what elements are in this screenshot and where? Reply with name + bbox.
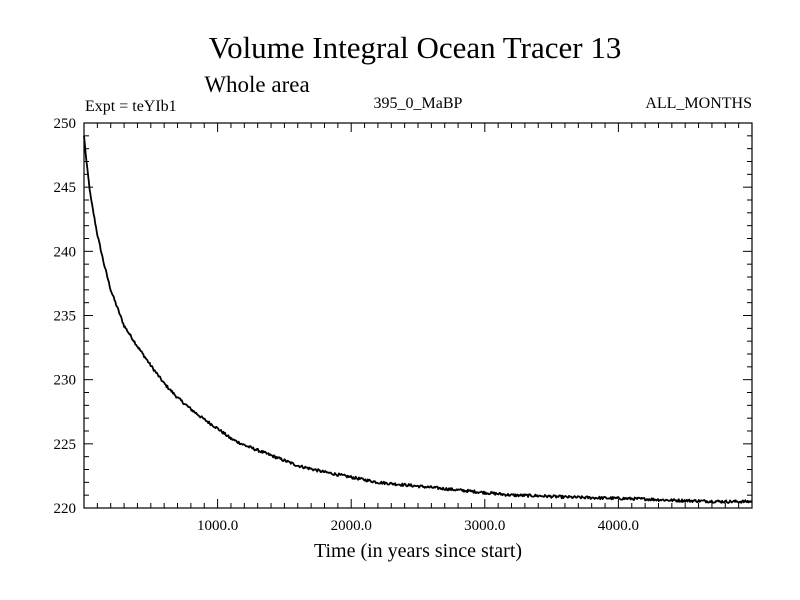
period-label: 395_0_MaBP xyxy=(374,95,463,112)
x-tick-label: 1000.0 xyxy=(197,518,238,534)
y-tick-label: 245 xyxy=(54,180,77,196)
plot-frame xyxy=(83,122,753,509)
y-tick-label: 240 xyxy=(54,244,77,260)
y-axis-tick-labels: 220 225 230 235 240 245 250 xyxy=(54,116,77,517)
series-line xyxy=(83,135,753,504)
x-tick-label: 4000.0 xyxy=(598,518,639,534)
chart-title: Volume Integral Ocean Tracer 13 xyxy=(209,30,622,65)
x-tick-label: 3000.0 xyxy=(464,518,505,534)
y-tick-label: 250 xyxy=(54,116,77,132)
months-label: ALL_MONTHS xyxy=(645,95,752,112)
y-axis-ticks xyxy=(84,135,752,496)
y-tick-label: 225 xyxy=(54,437,77,453)
x-tick-label: 2000.0 xyxy=(331,518,372,534)
experiment-label: Expt = teYIb1 xyxy=(85,98,177,115)
x-axis-tick-labels: 1000.0 2000.0 3000.0 4000.0 xyxy=(197,518,639,534)
x-axis-ticks xyxy=(96,123,740,508)
y-tick-label: 230 xyxy=(54,373,77,389)
y-tick-label: 220 xyxy=(54,501,77,517)
chart-subtitle: Whole area xyxy=(204,72,309,97)
x-axis-label: Time (in years since start) xyxy=(314,540,522,562)
y-tick-label: 235 xyxy=(54,309,77,325)
